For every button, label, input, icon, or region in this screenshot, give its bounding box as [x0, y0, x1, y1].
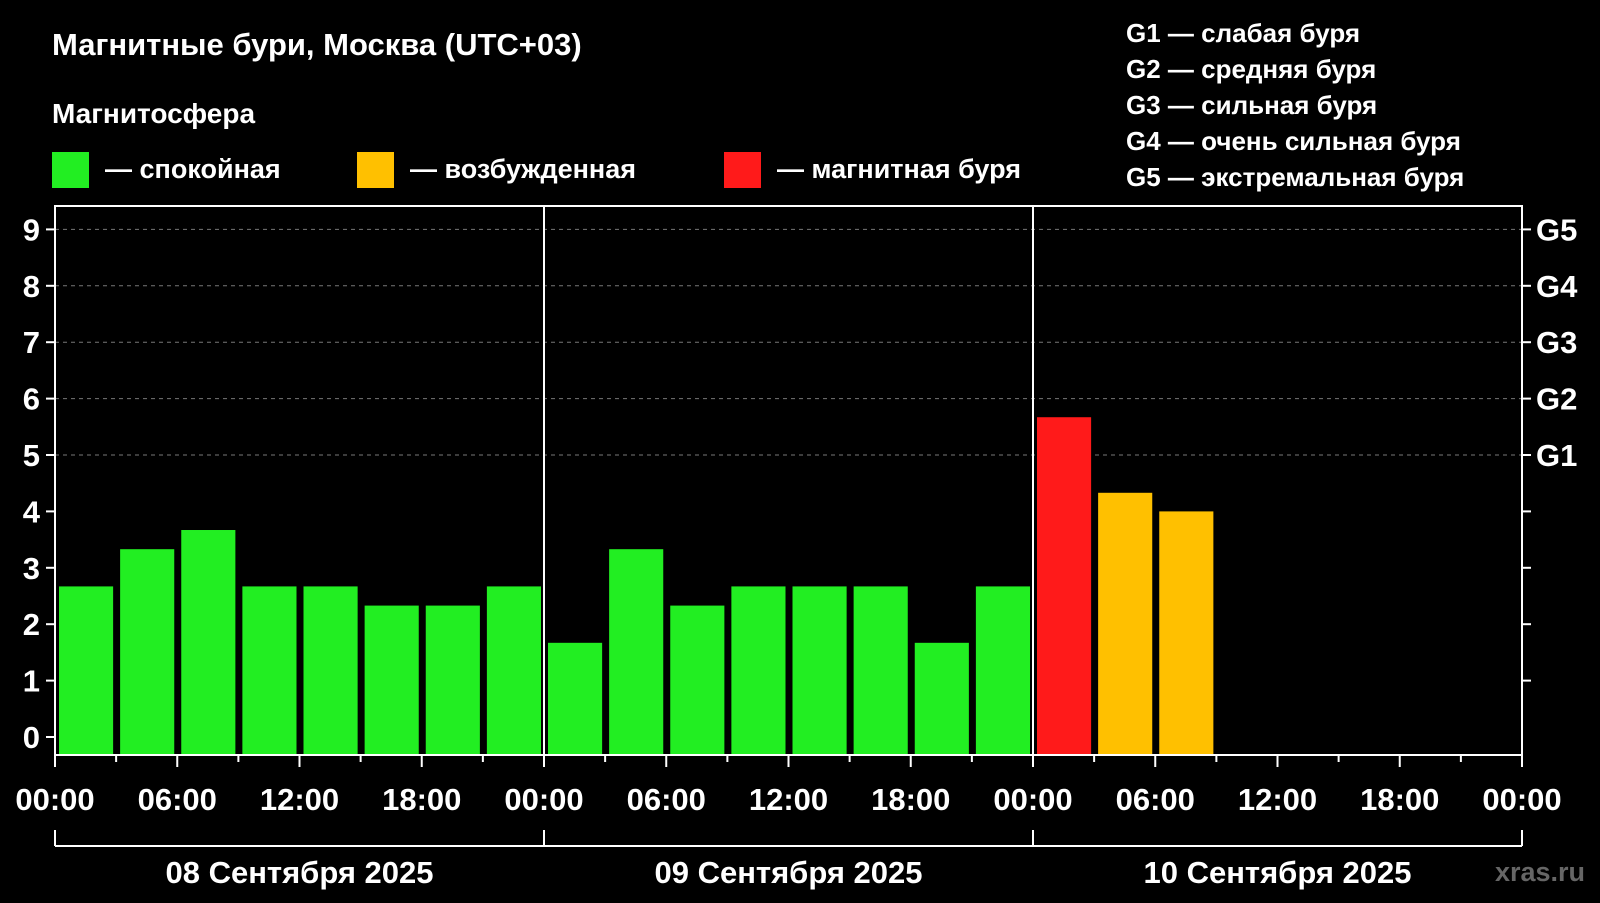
kp-bar — [975, 586, 1030, 755]
g-tick-label: G3 — [1536, 325, 1577, 360]
x-tick-label: 00:00 — [504, 782, 583, 817]
y-tick-label: 3 — [23, 551, 40, 586]
x-tick-label: 06:00 — [1116, 782, 1195, 817]
g-tick-label: G1 — [1536, 438, 1577, 473]
y-tick-label: 5 — [23, 438, 40, 473]
legend-swatch-active — [357, 152, 394, 188]
g-tick-label: G2 — [1536, 382, 1577, 417]
legend-active: — возбужденная — [357, 152, 636, 188]
kp-bar — [914, 642, 969, 755]
legend-storm: — магнитная буря — [724, 152, 1021, 188]
x-tick-label: 12:00 — [260, 782, 339, 817]
legend-quiet: — спокойная — [52, 152, 281, 188]
kp-bar — [548, 642, 603, 755]
day-label: 10 Сентября 2025 — [1143, 855, 1411, 890]
watermark: xras.ru — [1495, 857, 1585, 887]
g-axis: G1 G2 G3 G4 G5 — [1522, 212, 1578, 682]
kp-bar — [59, 586, 114, 755]
legend-swatch-quiet — [52, 152, 89, 188]
kp-bar — [853, 586, 908, 755]
grid-lines — [55, 228, 1522, 456]
legend-label-storm: — магнитная буря — [777, 154, 1021, 184]
y-tick-label: 9 — [23, 212, 40, 247]
kp-bar — [364, 605, 419, 755]
legend-swatch-storm — [724, 152, 761, 188]
y-tick-label: 7 — [23, 325, 40, 360]
kp-bar — [1098, 492, 1153, 755]
x-axis: 00:00 06:00 12:00 18:00 00:00 06:00 12:00 18:00… — [15, 755, 1562, 817]
x-tick-label: 12:00 — [1238, 782, 1317, 817]
legend-title: Магнитосфера — [52, 98, 255, 129]
g-scale-g2: G2 — средняя буря — [1126, 54, 1376, 84]
kp-bar — [731, 586, 786, 755]
legend-label-active: — возбужденная — [410, 154, 636, 184]
x-tick-label: 00:00 — [15, 782, 94, 817]
kp-bar — [670, 605, 725, 755]
g-scale-g3: G3 — сильная буря — [1126, 90, 1377, 120]
x-tick-label: 06:00 — [138, 782, 217, 817]
g-scale-g4: G4 — очень сильная буря — [1126, 126, 1461, 156]
day-label: 08 Сентября 2025 — [165, 855, 433, 890]
legend-label-quiet: — спокойная — [105, 154, 281, 184]
kp-bar — [303, 586, 358, 755]
x-tick-label: 00:00 — [1482, 782, 1561, 817]
kp-bar — [120, 549, 175, 755]
day-label: 09 Сентября 2025 — [654, 855, 922, 890]
y-tick-label: 6 — [23, 382, 40, 417]
x-tick-label: 18:00 — [1360, 782, 1439, 817]
kp-bar — [486, 586, 541, 755]
kp-bar — [792, 586, 847, 755]
y-tick-label: 0 — [23, 720, 40, 755]
x-tick-label: 06:00 — [627, 782, 706, 817]
kp-bar — [609, 549, 664, 755]
day-brackets: 08 Сентября 2025 09 Сентября 2025 10 Сентя… — [54, 830, 1523, 890]
y-tick-label: 8 — [23, 269, 40, 304]
kp-bar — [1037, 417, 1092, 755]
kp-bar — [242, 586, 297, 755]
x-tick-label: 12:00 — [749, 782, 828, 817]
kp-bar — [425, 605, 480, 755]
bars — [59, 417, 1214, 755]
y-tick-label: 1 — [23, 664, 40, 699]
x-tick-label: 18:00 — [871, 782, 950, 817]
x-tick-label: 00:00 — [993, 782, 1072, 817]
kp-bar — [1159, 511, 1214, 755]
y-tick-label: 2 — [23, 607, 40, 642]
g-scale-g1: G1 — слабая буря — [1126, 18, 1360, 48]
g-tick-label: G4 — [1536, 269, 1578, 304]
y-tick-label: 4 — [23, 494, 41, 529]
kp-bar — [181, 530, 236, 755]
g-tick-label: G5 — [1536, 212, 1577, 247]
x-tick-label: 18:00 — [382, 782, 461, 817]
y-axis: 0 1 2 3 4 5 6 7 8 9 — [23, 212, 55, 755]
g-scale-g5: G5 — экстремальная буря — [1126, 162, 1464, 192]
chart-title: Магнитные бури, Москва (UTC+03) — [52, 27, 582, 62]
